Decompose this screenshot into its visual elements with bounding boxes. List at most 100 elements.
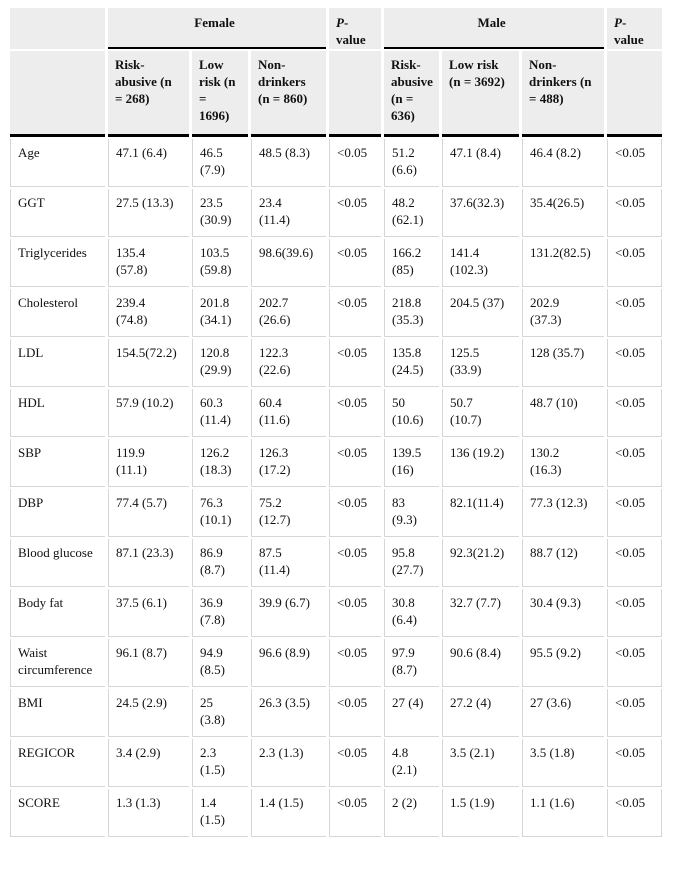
male-non-drinkers-header: Non-drinkers (n = 488) (522, 51, 605, 137)
row-label: Cholesterol (10, 289, 105, 337)
cell-female-non-drinkers: 75.2 (12.7) (251, 489, 327, 537)
table-row: SBP 119.9 (11.1) 126.2 (18.3) 126.3 (17.… (10, 439, 663, 487)
cell-female-risk-abusive: 87.1 (23.3) (108, 539, 189, 587)
cell-female-low-risk: 120.8 (29.9) (192, 339, 248, 387)
cell-male-risk-abusive: 27 (4) (384, 689, 440, 737)
cell-male-risk-abusive: 135.8 (24.5) (384, 339, 440, 387)
cell-female-risk-abusive: 1.3 (1.3) (108, 789, 189, 837)
p-value-rest: -value (336, 15, 366, 47)
cell-female-p-value: <0.05 (329, 789, 382, 837)
row-label: HDL (10, 389, 105, 437)
cell-male-risk-abusive: 139.5 (16) (384, 439, 440, 487)
cell-female-risk-abusive: 37.5 (6.1) (108, 589, 189, 637)
table-row: HDL 57.9 (10.2) 60.3 (11.4) 60.4 (11.6) … (10, 389, 663, 437)
cell-male-p-value: <0.05 (607, 189, 663, 237)
cell-male-p-value: <0.05 (607, 289, 663, 337)
cell-male-p-value: <0.05 (607, 689, 663, 737)
cell-male-p-value: <0.05 (607, 239, 663, 287)
male-p-value-header: P-value (607, 8, 663, 49)
cell-male-non-drinkers: 1.1 (1.6) (522, 789, 605, 837)
table-row: Waist circumference 96.1 (8.7) 94.9 (8.5… (10, 639, 663, 687)
cell-male-risk-abusive: 83 (9.3) (384, 489, 440, 537)
cell-male-p-value: <0.05 (607, 389, 663, 437)
cell-male-risk-abusive: 30.8 (6.4) (384, 589, 440, 637)
male-low-risk-header: Low risk (n = 3692) (442, 51, 520, 137)
table-row: Blood glucose 87.1 (23.3) 86.9 (8.7) 87.… (10, 539, 663, 587)
cell-male-p-value: <0.05 (607, 489, 663, 537)
cell-male-non-drinkers: 27 (3.6) (522, 689, 605, 737)
cell-female-non-drinkers: 126.3 (17.2) (251, 439, 327, 487)
cell-female-risk-abusive: 27.5 (13.3) (108, 189, 189, 237)
cell-female-p-value: <0.05 (329, 389, 382, 437)
cell-female-low-risk: 25 (3.8) (192, 689, 248, 737)
cell-male-risk-abusive: 48.2 (62.1) (384, 189, 440, 237)
cell-female-p-value: <0.05 (329, 239, 382, 287)
cell-male-p-value: <0.05 (607, 589, 663, 637)
table-row: GGT 27.5 (13.3) 23.5 (30.9) 23.4 (11.4) … (10, 189, 663, 237)
cell-male-low-risk: 141.4 (102.3) (442, 239, 520, 287)
cell-female-non-drinkers: 1.4 (1.5) (251, 789, 327, 837)
cell-male-p-value: <0.05 (607, 339, 663, 387)
cell-female-low-risk: 2.3 (1.5) (192, 739, 248, 787)
cell-male-non-drinkers: 131.2(82.5) (522, 239, 605, 287)
female-low-risk-header: Low risk (n = 1696) (192, 51, 248, 137)
sub-header-row: Risk-abusive (n = 268) Low risk (n = 169… (10, 51, 663, 137)
row-label: REGICOR (10, 739, 105, 787)
cell-female-low-risk: 103.5 (59.8) (192, 239, 248, 287)
row-label: DBP (10, 489, 105, 537)
empty-subheader-cell (329, 51, 382, 137)
cell-female-risk-abusive: 57.9 (10.2) (108, 389, 189, 437)
cell-male-non-drinkers: 77.3 (12.3) (522, 489, 605, 537)
cell-female-p-value: <0.05 (329, 139, 382, 187)
cell-male-low-risk: 204.5 (37) (442, 289, 520, 337)
cell-female-low-risk: 126.2 (18.3) (192, 439, 248, 487)
cell-male-low-risk: 92.3(21.2) (442, 539, 520, 587)
cell-male-risk-abusive: 95.8 (27.7) (384, 539, 440, 587)
cell-male-low-risk: 32.7 (7.7) (442, 589, 520, 637)
table-row: Triglycerides 135.4 (57.8) 103.5 (59.8) … (10, 239, 663, 287)
cell-female-p-value: <0.05 (329, 489, 382, 537)
cell-male-risk-abusive: 166.2 (85) (384, 239, 440, 287)
table-row: BMI 24.5 (2.9) 25 (3.8) 26.3 (3.5) <0.05… (10, 689, 663, 737)
cell-female-low-risk: 46.5 (7.9) (192, 139, 248, 187)
row-label: SCORE (10, 789, 105, 837)
cell-female-p-value: <0.05 (329, 339, 382, 387)
cell-female-p-value: <0.05 (329, 539, 382, 587)
table-row: Body fat 37.5 (6.1) 36.9 (7.8) 39.9 (6.7… (10, 589, 663, 637)
female-group-header: Female (108, 8, 327, 49)
cell-male-non-drinkers: 202.9 (37.3) (522, 289, 605, 337)
cell-female-risk-abusive: 77.4 (5.7) (108, 489, 189, 537)
cell-male-risk-abusive: 50 (10.6) (384, 389, 440, 437)
cell-male-low-risk: 136 (19.2) (442, 439, 520, 487)
cell-female-low-risk: 1.4 (1.5) (192, 789, 248, 837)
cell-female-risk-abusive: 47.1 (6.4) (108, 139, 189, 187)
cell-male-low-risk: 125.5 (33.9) (442, 339, 520, 387)
row-label: LDL (10, 339, 105, 387)
p-value-rest: -value (614, 15, 644, 47)
table-body: Age 47.1 (6.4) 46.5 (7.9) 48.5 (8.3) <0.… (10, 139, 663, 837)
cell-male-non-drinkers: 30.4 (9.3) (522, 589, 605, 637)
cell-female-low-risk: 60.3 (11.4) (192, 389, 248, 437)
table-row: SCORE 1.3 (1.3) 1.4 (1.5) 1.4 (1.5) <0.0… (10, 789, 663, 837)
p-value-italic-p: P (614, 15, 622, 30)
cell-male-non-drinkers: 46.4 (8.2) (522, 139, 605, 187)
cell-female-non-drinkers: 2.3 (1.3) (251, 739, 327, 787)
cell-male-low-risk: 90.6 (8.4) (442, 639, 520, 687)
corner-cell (10, 8, 105, 49)
cell-female-low-risk: 94.9 (8.5) (192, 639, 248, 687)
empty-subheader-cell (607, 51, 663, 137)
cell-female-non-drinkers: 23.4 (11.4) (251, 189, 327, 237)
cell-male-low-risk: 82.1(11.4) (442, 489, 520, 537)
row-label: BMI (10, 689, 105, 737)
p-value-italic-p: P (336, 15, 344, 30)
cell-female-p-value: <0.05 (329, 289, 382, 337)
cell-female-p-value: <0.05 (329, 189, 382, 237)
male-group-header: Male (384, 8, 605, 49)
cell-female-risk-abusive: 119.9 (11.1) (108, 439, 189, 487)
cell-female-non-drinkers: 39.9 (6.7) (251, 589, 327, 637)
cell-male-risk-abusive: 4.8 (2.1) (384, 739, 440, 787)
cell-female-non-drinkers: 202.7 (26.6) (251, 289, 327, 337)
cell-female-risk-abusive: 24.5 (2.9) (108, 689, 189, 737)
cell-male-risk-abusive: 97.9 (8.7) (384, 639, 440, 687)
cell-male-non-drinkers: 130.2 (16.3) (522, 439, 605, 487)
